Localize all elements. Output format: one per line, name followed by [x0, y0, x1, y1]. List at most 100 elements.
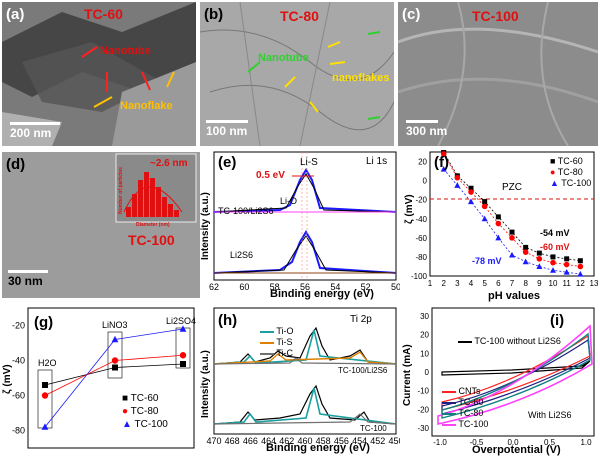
g-point-TC-100	[41, 423, 49, 430]
panel-e-chart: 62 60 58 56 54 52 50	[209, 151, 400, 292]
g-point-TC-80	[41, 392, 49, 399]
i-cv-tc80	[441, 332, 591, 419]
x-tick-label: 462	[279, 436, 294, 446]
panel-a: (a) TC-60 Nanotube Nanoflake 200 nm	[2, 2, 196, 146]
legend-f-tc80: ● TC-80	[550, 167, 583, 177]
legend-f-tc100: ▲ TC-100	[550, 178, 592, 188]
arrow-yellow-b4	[309, 101, 319, 113]
legend-i-tc60: TC-60	[442, 397, 488, 408]
panel-c: (c) TC-100 300 nm	[398, 2, 598, 146]
h-tio-top	[213, 329, 397, 365]
f-x-tick-label: 5	[482, 279, 487, 288]
f-point-TC-80	[454, 174, 461, 181]
f-x-tick-label: 9	[537, 279, 542, 288]
f-point-TC-100	[481, 215, 488, 222]
panel-d-inset-ylabel: Number of particles	[118, 167, 124, 214]
arrow-yellow-b2	[329, 61, 346, 65]
x-tick-label: 450	[388, 436, 400, 446]
g-point-TC-60	[112, 364, 118, 371]
panel-i-xlabel: Overpotential (V)	[472, 444, 561, 456]
f-point-TC-60	[495, 214, 501, 220]
x-tick-label: 468	[225, 436, 240, 446]
panel-f-ylabel: ζ (mV)	[404, 194, 415, 224]
legend-g-tc60: ■ TC-60	[122, 393, 159, 404]
panel-g: -20 -40 -60 -80 (g) H2O LiNO3 Li2SO4 ■ TC-6…	[2, 306, 198, 456]
f-point-TC-100	[495, 234, 502, 241]
arrow-green-b3	[367, 116, 381, 120]
panel-f-chart: 200-20-40-60-80-100 1 2 3 4 5 6 7 8 9 10 11 12 13	[411, 150, 598, 288]
i-x-tick-label: 0.0	[507, 438, 519, 447]
g-point-TC-60	[180, 361, 186, 367]
panel-f-ann-2: -60 mV	[540, 242, 570, 252]
g-y-tick-label: -60	[12, 391, 25, 401]
g-point-TC-100	[111, 335, 119, 343]
scale-d: 30 nm	[8, 274, 43, 288]
f-point-TC-60	[482, 199, 488, 205]
arrow-yellow-b3	[284, 76, 296, 88]
arrow-yellow-b1	[327, 41, 341, 48]
i-y-tick-label: 10	[420, 349, 429, 358]
x-tick-label: 52	[361, 282, 371, 292]
panel-i: 30 20 10 0 -10 -20 -30 -1.0 -0.5 0.0 0.5 1.0 (i) T…	[402, 306, 598, 456]
e-trace-top	[213, 168, 397, 213]
panel-i-ann1: TC-100 without Li2S6	[458, 336, 561, 346]
i-cv-tc100	[437, 324, 593, 425]
x-tick-label: 54	[330, 282, 340, 292]
x-tick-label: 456	[334, 436, 349, 446]
f-point-TC-80	[522, 249, 529, 255]
i-y-tick-label: 30	[420, 312, 429, 321]
f-x-tick-label: 10	[549, 279, 558, 288]
f-point-TC-100	[577, 270, 584, 277]
f-y-tick-label: -80	[415, 253, 427, 262]
panel-f-ann-3: -78 mV	[472, 256, 502, 266]
f-point-TC-80	[550, 259, 556, 266]
panel-b-ann-nanoflakes: nanoflakes	[332, 72, 390, 84]
arrow-red-1	[81, 46, 98, 58]
i-y-tick-label: -20	[417, 405, 429, 414]
legend-h-tic: Ti-C	[260, 348, 294, 359]
panel-a-label: (a)	[6, 6, 25, 23]
f-point-TC-60	[577, 258, 583, 264]
f-y-tick-label: -40	[415, 215, 427, 224]
f-point-TC-80	[577, 263, 584, 270]
f-y-tick-label: -100	[411, 272, 428, 281]
panel-f: 20 0 -20 -40 -60 -80 -100 1 2 3 4 5 6 7 8 9 10 11 12 13 (f…	[402, 150, 598, 302]
panel-e-peak-lio: Li-O	[280, 196, 298, 206]
panel-d-inset-text: ~2.6 nm	[150, 158, 188, 169]
x-tick-label: 470	[206, 436, 221, 446]
panel-d-label: (d)	[6, 156, 26, 173]
panel-e-shift: 0.5 eV	[256, 170, 285, 181]
panel-i-chart: 30 20 10 0 -10 -20 -30 -1.0 -0.5 0.0 0.5 1.0	[417, 307, 595, 447]
f-x-tick-label: 3	[455, 279, 460, 288]
f-point-TC-60	[564, 256, 570, 262]
panel-h-xlabel: Binding energy (eV)	[266, 442, 370, 454]
f-y-tick-label: 0	[423, 177, 428, 186]
panel-a-ann-nanoflake: Nanoflake	[120, 100, 173, 112]
h-tic-top	[213, 357, 397, 365]
f-y-tick-label: 20	[418, 158, 427, 167]
x-tick-label: 60	[239, 282, 249, 292]
panel-h-tag: Ti 2p	[350, 314, 372, 325]
i-x-tick-label: 1.0	[580, 438, 592, 447]
panel-e-trace1: TC-100/Li2S6	[218, 206, 274, 216]
f-x-tick-label: 13	[590, 279, 598, 288]
legend-i-tc100: TC-100	[442, 419, 488, 430]
f-point-TC-60	[468, 185, 474, 191]
legend-i-cnts: CNTs	[442, 386, 488, 397]
f-point-TC-100	[454, 182, 461, 188]
panel-g-ylabel: ζ (mV)	[2, 364, 13, 394]
x-tick-label: 454	[352, 436, 367, 446]
panel-d-image	[2, 152, 200, 298]
f-x-tick-label: 2	[441, 279, 446, 288]
panel-f-pzc: PZC	[502, 182, 522, 193]
inset-histogram	[126, 172, 179, 217]
x-tick-label: 56	[300, 282, 310, 292]
panel-e-label: (e)	[218, 154, 237, 171]
f-point-TC-80	[536, 256, 543, 262]
panel-f-xlabel: pH values	[488, 290, 540, 302]
legend-i: CNTs TC-60 TC-80 TC-100	[442, 386, 488, 430]
panel-c-label: (c)	[402, 6, 421, 23]
f-point-TC-100	[536, 263, 543, 269]
